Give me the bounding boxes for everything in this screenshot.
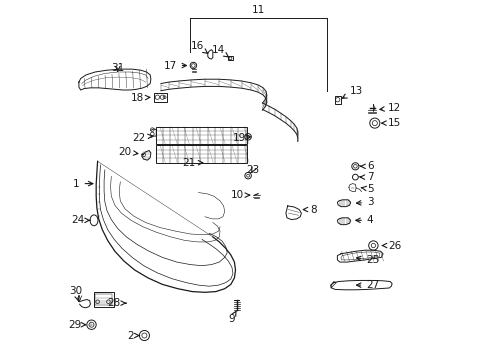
Text: 19: 19 xyxy=(233,132,250,143)
Text: 3: 3 xyxy=(356,197,373,207)
Text: 23: 23 xyxy=(246,165,259,175)
Text: 10: 10 xyxy=(230,190,249,200)
Text: 12: 12 xyxy=(379,103,400,113)
Text: 20: 20 xyxy=(118,147,138,157)
Text: 15: 15 xyxy=(381,118,400,128)
Text: 6: 6 xyxy=(360,161,373,171)
Text: 14: 14 xyxy=(211,45,228,57)
Text: 1: 1 xyxy=(73,179,93,189)
Text: 28: 28 xyxy=(107,298,126,308)
Bar xyxy=(228,56,232,60)
Polygon shape xyxy=(337,200,350,207)
Text: 29: 29 xyxy=(68,320,85,330)
Text: 17: 17 xyxy=(163,60,186,71)
Text: 25: 25 xyxy=(356,255,379,265)
Bar xyxy=(95,294,112,305)
Text: 13: 13 xyxy=(342,86,362,98)
Bar xyxy=(153,93,167,102)
Bar xyxy=(94,292,114,307)
Text: 11: 11 xyxy=(251,5,264,15)
Text: 22: 22 xyxy=(132,132,152,143)
Text: 16: 16 xyxy=(190,41,207,53)
Text: 7: 7 xyxy=(360,172,373,182)
Text: 9: 9 xyxy=(228,311,236,324)
Text: 8: 8 xyxy=(303,204,316,215)
Text: 18: 18 xyxy=(130,93,149,103)
Text: 27: 27 xyxy=(356,280,379,290)
Text: 31: 31 xyxy=(111,63,124,73)
Text: 2: 2 xyxy=(127,330,139,341)
Text: 26: 26 xyxy=(381,240,400,251)
Bar xyxy=(334,96,340,104)
Bar xyxy=(156,127,247,144)
Text: 4: 4 xyxy=(355,215,373,225)
Text: 21: 21 xyxy=(183,158,202,168)
Text: 30: 30 xyxy=(69,286,81,301)
Bar xyxy=(156,145,247,163)
Polygon shape xyxy=(337,218,350,225)
Text: 24: 24 xyxy=(71,215,90,225)
Text: 5: 5 xyxy=(361,184,373,194)
